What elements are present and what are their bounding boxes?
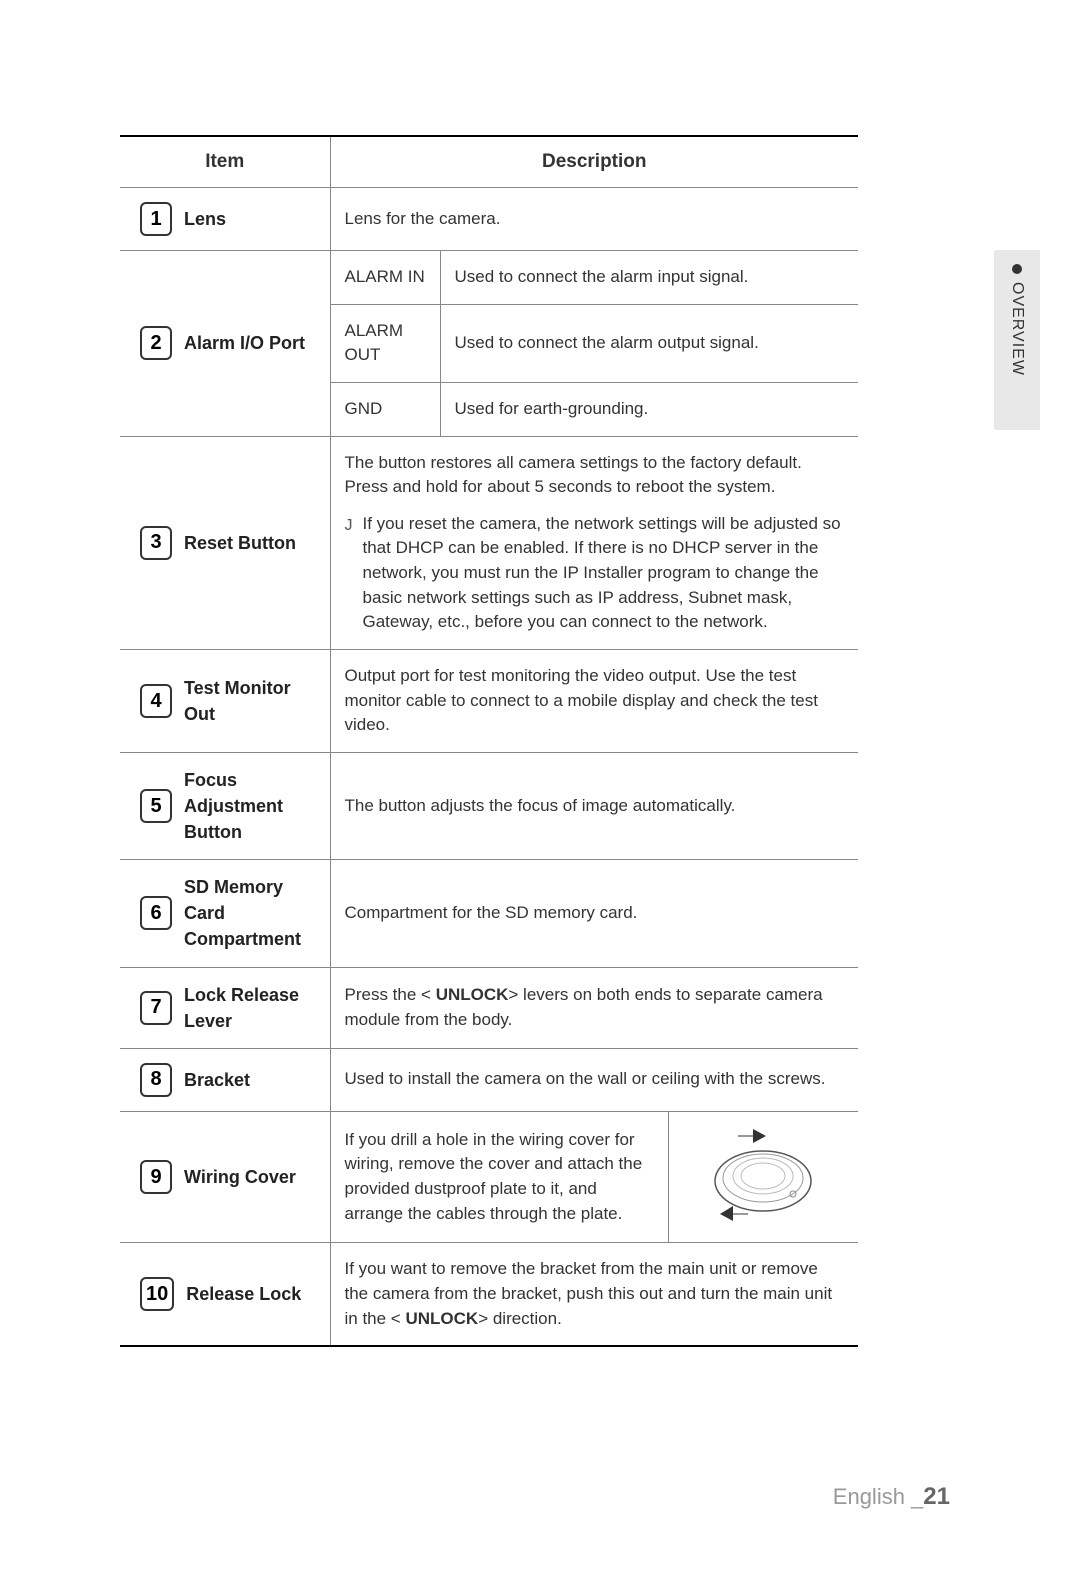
item-number: 1 [140, 202, 172, 236]
item-label: Test Monitor Out [184, 675, 316, 727]
sub-label: GND [330, 382, 440, 436]
item-number: 9 [140, 1160, 172, 1194]
side-tab-label: OVERVIEW [1008, 282, 1026, 376]
item-label: Lock Release Lever [184, 982, 316, 1034]
item-number: 4 [140, 684, 172, 718]
item-number: 7 [140, 991, 172, 1025]
table-row: 8 Bracket Used to install the camera on … [120, 1048, 858, 1111]
desc-pre: Press the < [345, 985, 436, 1004]
item-cell: 1 Lens [120, 188, 330, 251]
parts-table: Item Description 1 Lens Lens for the cam… [120, 135, 858, 1347]
note-text: If you reset the camera, the network set… [363, 512, 845, 635]
desc-cell: Used to connect the alarm input signal. [440, 251, 858, 305]
desc-line: Press and hold for about 5 seconds to re… [345, 475, 845, 500]
desc-cell: Lens for the camera. [330, 188, 858, 251]
desc-bold: UNLOCK [405, 1309, 478, 1328]
page-number: 21 [923, 1483, 950, 1510]
item-cell: 4 Test Monitor Out [120, 650, 330, 753]
table-row: 10 Release Lock If you want to remove th… [120, 1243, 858, 1346]
desc-cell: The button adjusts the focus of image au… [330, 752, 858, 859]
header-desc: Description [330, 136, 858, 188]
item-cell: 5 Focus Adjustment Button [120, 752, 330, 859]
item-cell: 7 Lock Release Lever [120, 967, 330, 1048]
desc-bold: UNLOCK [436, 985, 509, 1004]
note-row: J If you reset the camera, the network s… [345, 512, 845, 635]
desc-line: The button restores all camera settings … [345, 451, 845, 476]
desc-cell: Used for earth-grounding. [440, 382, 858, 436]
diagram-cell [668, 1111, 858, 1243]
item-label: Alarm I/O Port [184, 330, 305, 356]
item-number: 8 [140, 1063, 172, 1097]
desc-cell: If you drill a hole in the wiring cover … [330, 1111, 668, 1243]
header-item: Item [120, 136, 330, 188]
desc-cell: Used to install the camera on the wall o… [330, 1048, 858, 1111]
desc-cell: If you want to remove the bracket from t… [330, 1243, 858, 1346]
desc-cell: The button restores all camera settings … [330, 436, 858, 649]
table-row: 9 Wiring Cover If you drill a hole in th… [120, 1111, 858, 1243]
table-row: 5 Focus Adjustment Button The button adj… [120, 752, 858, 859]
wiring-cover-diagram-icon [698, 1126, 828, 1221]
page-footer: English _21 [833, 1483, 950, 1511]
item-cell: 9 Wiring Cover [120, 1111, 330, 1243]
table-row: 3 Reset Button The button restores all c… [120, 436, 858, 649]
item-number: 10 [140, 1277, 174, 1311]
table-row: 2 Alarm I/O Port ALARM IN Used to connec… [120, 251, 858, 305]
table-row: 4 Test Monitor Out Output port for test … [120, 650, 858, 753]
header-row: Item Description [120, 136, 858, 188]
sub-label: ALARM OUT [330, 304, 440, 382]
bullet-icon [1012, 264, 1022, 274]
side-tab: OVERVIEW [994, 250, 1040, 430]
desc-cell: Press the < UNLOCK> levers on both ends … [330, 967, 858, 1048]
item-label: Bracket [184, 1067, 250, 1093]
item-label: Wiring Cover [184, 1164, 296, 1190]
item-label: Reset Button [184, 530, 296, 556]
note-marker-icon: J [345, 514, 353, 635]
item-cell: 2 Alarm I/O Port [120, 251, 330, 437]
item-label: Lens [184, 206, 226, 232]
item-cell: 3 Reset Button [120, 436, 330, 649]
desc-cell: Used to connect the alarm output signal. [440, 304, 858, 382]
item-cell: 6 SD Memory Card Compartment [120, 860, 330, 967]
item-cell: 10 Release Lock [120, 1243, 330, 1346]
table-row: 7 Lock Release Lever Press the < UNLOCK>… [120, 967, 858, 1048]
footer-lang: English _ [833, 1484, 924, 1509]
table-row: 6 SD Memory Card Compartment Compartment… [120, 860, 858, 967]
page: Item Description 1 Lens Lens for the cam… [0, 0, 1080, 1387]
item-label: SD Memory Card Compartment [184, 874, 316, 952]
table-row: 1 Lens Lens for the camera. [120, 188, 858, 251]
desc-cell: Output port for test monitoring the vide… [330, 650, 858, 753]
item-number: 6 [140, 896, 172, 930]
item-number: 5 [140, 789, 172, 823]
item-number: 3 [140, 526, 172, 560]
item-label: Release Lock [186, 1281, 301, 1307]
item-number: 2 [140, 326, 172, 360]
desc-cell: Compartment for the SD memory card. [330, 860, 858, 967]
desc-post: > direction. [478, 1309, 562, 1328]
sub-label: ALARM IN [330, 251, 440, 305]
item-cell: 8 Bracket [120, 1048, 330, 1111]
item-label: Focus Adjustment Button [184, 767, 316, 845]
